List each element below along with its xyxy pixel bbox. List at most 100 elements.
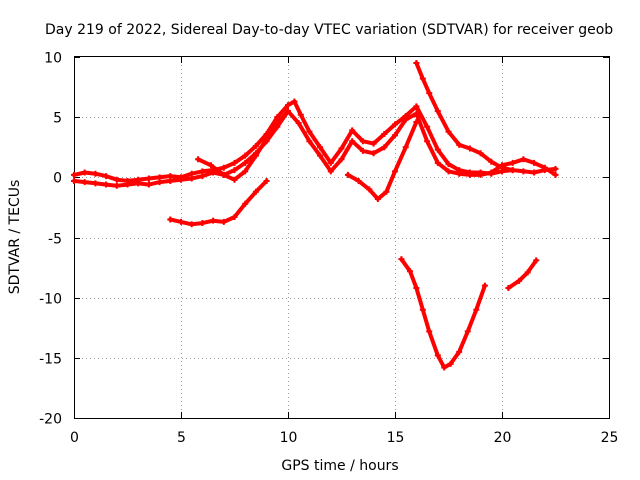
data-point: [252, 152, 259, 159]
data-point: [392, 168, 398, 175]
data-point: [392, 132, 398, 139]
data-point: [274, 114, 281, 121]
data-point: [338, 156, 345, 163]
data-point: [210, 169, 217, 176]
data-point: [199, 220, 206, 227]
data-point: [274, 120, 281, 127]
data-point: [210, 217, 217, 224]
data-point: [103, 173, 110, 180]
data-point: [466, 145, 473, 152]
x-tick-label: 0: [70, 430, 79, 446]
data-point: [306, 138, 313, 145]
data-point: [263, 177, 270, 184]
data-point: [456, 141, 463, 148]
data-point: [488, 158, 495, 165]
data-point: [477, 171, 484, 178]
data-point: [516, 277, 523, 284]
data-point: [434, 159, 441, 166]
data-point: [242, 168, 249, 175]
data-point: [456, 170, 463, 177]
data-point: [71, 177, 77, 184]
data-point: [402, 116, 409, 123]
data-point: [520, 156, 527, 163]
data-point: [509, 159, 516, 166]
data-point: [370, 150, 377, 157]
data-point: [167, 177, 174, 184]
tick-layer: 0 5 10 15 20 25 -20 -15 -10 -5 0 5 10: [39, 51, 618, 447]
data-point: [327, 168, 334, 175]
data-point: [297, 111, 304, 118]
x-tick-label: 10: [280, 430, 298, 446]
data-point: [178, 218, 184, 225]
data-point: [413, 110, 420, 117]
data-point: [355, 177, 362, 184]
data-point: [464, 328, 471, 335]
series-layer: [71, 60, 559, 371]
data-point: [445, 161, 452, 168]
data-point: [220, 218, 227, 225]
data-point: [135, 180, 142, 187]
data-point: [509, 167, 516, 174]
data-point: [145, 175, 152, 182]
x-tick-label: 20: [494, 430, 512, 446]
data-point: [456, 348, 463, 355]
data-point: [207, 162, 214, 169]
data-point: [381, 144, 388, 151]
y-tick-label: -15: [39, 352, 62, 368]
series-line-track-1: [72, 99, 558, 183]
data-point: [327, 159, 334, 166]
data-point: [317, 152, 324, 159]
data-point: [445, 128, 452, 135]
data-point: [488, 169, 495, 176]
y-tick-label: -20: [39, 412, 62, 428]
plot-frame: [74, 56, 610, 419]
series-line-track-5: [345, 120, 419, 201]
data-point: [359, 147, 366, 154]
data-point: [188, 175, 195, 182]
data-point: [381, 131, 388, 138]
data-point: [426, 328, 433, 335]
data-point: [113, 182, 120, 189]
series-line-track-2: [72, 109, 558, 188]
data-point: [434, 146, 441, 153]
data-point: [220, 171, 227, 178]
data-point: [252, 143, 259, 150]
data-point: [81, 179, 88, 186]
data-point: [531, 169, 538, 176]
y-tick-label: -5: [48, 232, 62, 248]
data-point: [285, 108, 291, 115]
y-tick-label: -10: [39, 292, 62, 308]
series-line-track-8: [506, 258, 539, 290]
data-point: [291, 98, 298, 105]
data-point: [413, 103, 420, 110]
data-point: [92, 180, 99, 187]
data-point: [541, 164, 548, 171]
data-point: [195, 156, 202, 163]
data-point: [473, 306, 480, 313]
data-point: [188, 221, 195, 228]
x-tick-label: 25: [601, 430, 619, 446]
data-point: [167, 216, 174, 223]
data-point: [349, 127, 356, 134]
data-point: [178, 176, 184, 183]
data-point: [505, 285, 512, 292]
data-point: [447, 360, 454, 367]
data-point: [402, 144, 409, 151]
grid-layer: [74, 57, 609, 418]
data-point: [524, 269, 531, 276]
data-point: [231, 159, 238, 166]
y-tick-label: 10: [44, 51, 62, 67]
data-point: [419, 75, 426, 82]
data-point: [426, 90, 433, 97]
data-point: [71, 171, 77, 178]
data-point: [413, 118, 420, 125]
data-point: [231, 214, 238, 221]
data-point: [424, 123, 431, 130]
data-point: [383, 188, 390, 195]
data-point: [81, 169, 88, 176]
data-point: [419, 306, 426, 313]
data-point: [231, 167, 238, 174]
data-point: [413, 285, 420, 292]
data-point: [424, 138, 431, 145]
